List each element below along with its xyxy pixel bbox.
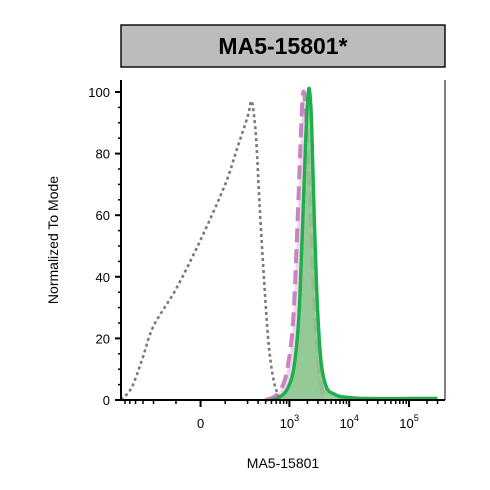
chart-title: MA5-15801* bbox=[218, 33, 347, 59]
x-tick-label: 104 bbox=[339, 413, 358, 431]
y-tick-label: 100 bbox=[88, 85, 110, 100]
series-layer bbox=[120, 86, 438, 402]
y-tick-label: 80 bbox=[96, 147, 110, 162]
y-axis-label: Normalized To Mode bbox=[45, 176, 61, 304]
y-tick-label: 20 bbox=[96, 331, 110, 346]
x-axis-label: MA5-15801 bbox=[247, 455, 320, 471]
x-tick-label: 103 bbox=[280, 413, 299, 431]
y-tick-label: 40 bbox=[96, 270, 110, 285]
y-tick-label: 0 bbox=[103, 393, 110, 408]
series-dotted-gray-line bbox=[120, 99, 282, 401]
x-tick-label: 0 bbox=[197, 416, 204, 431]
series-solid-green-filled-fill bbox=[271, 88, 438, 400]
y-ticks: 0 20 40 60 80 100 bbox=[88, 85, 121, 408]
x-ticks: 0 103 104 105 bbox=[124, 400, 439, 431]
y-tick-label: 60 bbox=[96, 208, 110, 223]
x-tick-label: 105 bbox=[399, 413, 418, 431]
title-box bbox=[120, 24, 446, 68]
series-solid-green-filled-line bbox=[270, 86, 438, 402]
